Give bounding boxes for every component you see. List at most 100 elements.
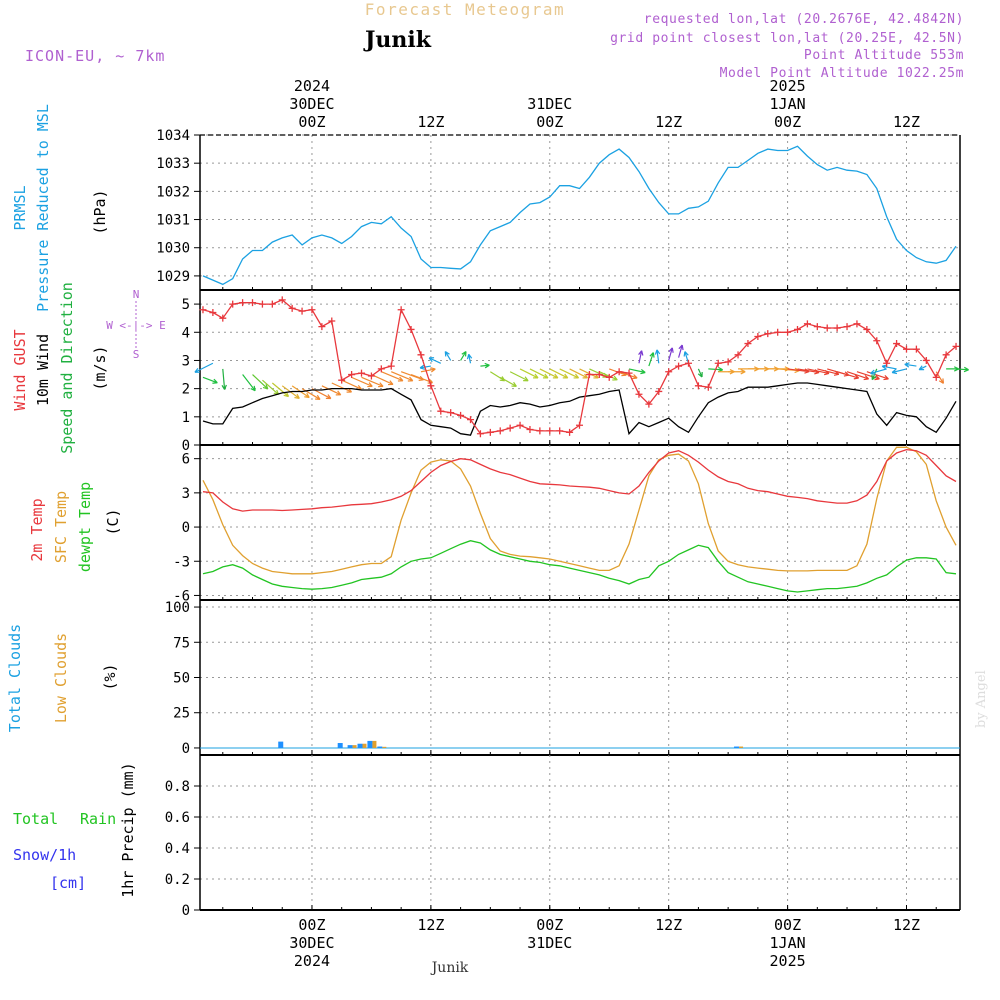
wind-arrow [918,365,927,371]
top-tick-label: 1JAN [770,95,806,113]
wind-arrow [490,371,506,382]
wind-gust-marker [258,300,266,308]
wind-gust-marker [358,369,366,377]
cloud-bars [200,740,960,749]
requested-location: requested lon,lat (20.2676E, 42.4842N) [644,12,964,27]
wind-gust-marker [734,351,742,359]
wind-arrow [668,347,674,361]
wind-arrow [846,371,870,381]
y-tick-label: 2 [182,382,190,398]
wind-arrow [836,371,860,380]
wind-gust-marker [328,317,336,325]
wind-gust-marker [437,407,445,415]
point-altitude: Point Altitude 553m [804,48,964,63]
bottom-tick-label: 12Z [655,916,682,934]
panel-clouds: 0 25 50 75 100 [165,600,961,757]
wind-gust-marker [476,430,484,438]
wind-arrow [519,368,539,379]
wind-arrow [321,385,342,396]
wind-gust-marker [873,337,881,345]
wind-direction-arrows [194,344,969,401]
total-cloud-bar [347,745,353,748]
total-cloud-bar [337,743,343,748]
wind-gust-marker [744,340,752,348]
wind-arrow [648,352,655,367]
wind-arrow [559,368,580,379]
total-cloud-bar [734,746,740,748]
wind-gust-series [199,296,960,438]
panel-temp: -6 -3 0 3 6 [173,445,961,604]
wind-arrow [262,379,280,396]
sfc-temp-series [202,446,957,575]
total-cloud-bar [367,740,373,748]
low-clouds-label: Low Clouds [52,633,70,723]
wind-gust-marker [249,299,257,307]
wind-gust-marker [605,373,613,381]
grid-point: grid point closest lon,lat (20.25E, 42.5… [610,31,964,46]
wind-arrow [341,379,362,390]
hpa-label: (hPa) [91,189,109,234]
percent-label: (%) [101,663,119,690]
wind-arrow [499,376,517,387]
y-tick-label: 100 [165,600,190,616]
low-cloud-bar [362,743,367,748]
wind-gust-marker [298,307,306,315]
wind-gust-marker [566,428,574,436]
panel-labels: PRMSL Pressure Reduced to MSL (hPa) Wind GU… [6,104,166,898]
wind-gust-marker [576,421,584,429]
wind-gust-marker [506,424,514,432]
wind-gust-marker [645,400,653,408]
y-tick-label: 1029 [156,269,190,285]
pressure-line [202,145,957,286]
y-tick-label: 6 [182,452,190,468]
wind-gust-marker [655,387,663,395]
wind-gust-marker [516,421,524,429]
pressure-series [202,145,957,286]
temp2m-line [202,448,957,512]
wind-gust-marker [239,299,247,307]
wind-arrow [400,371,425,381]
bottom-tick-label: 00Z [298,916,325,934]
y-tick-label: 1031 [156,213,190,229]
location-title: Junik [363,27,432,53]
wind-gust-marker [714,359,722,367]
top-tick-label: 00Z [298,113,325,131]
model-altitude: Model Point Altitude 1022.25m [720,66,964,81]
bottom-tick-label: 12Z [417,916,444,934]
wind-arrow [252,374,269,390]
wind-arrow [391,371,414,382]
wind-gust-marker [447,409,455,417]
low-cloud-bar [382,746,387,748]
wind-gust-marker [457,411,465,419]
wind-gust-marker [853,320,861,328]
total-cloud-bar [278,741,284,748]
wind-arrow [509,371,529,382]
wind-arrow [654,349,661,364]
wind-arrow [697,368,703,378]
wind-gust-marker [338,376,346,384]
compass-we: W <-|-> E [106,319,166,332]
wind-arrow [870,368,887,375]
bottom-tick-label: 12Z [893,916,920,934]
wind-gust-marker [863,325,871,333]
wind-arrow [351,376,373,388]
y-tick-label: -6 [173,588,190,604]
cm-label: [cm] [50,874,86,892]
wind-gust-marker [536,427,544,435]
bottom-tick-label: 00Z [536,916,563,934]
main-title: Forecast Meteogram [365,0,565,19]
wind-arrow [599,371,618,381]
y-tick-label: 1030 [156,241,190,257]
top-tick-label: 2025 [770,77,806,95]
low-cloud-bar [352,745,357,748]
wind-arrow [371,373,394,386]
bottom-tick-label: 1JAN [770,934,806,952]
y-tick-label: 25 [173,706,190,722]
wind-gust-marker [526,426,534,433]
wind-gust-marker [694,382,702,390]
wind-gust-marker [348,371,356,379]
wind-gust-marker [278,296,286,304]
celsius-label: (C) [104,508,122,535]
